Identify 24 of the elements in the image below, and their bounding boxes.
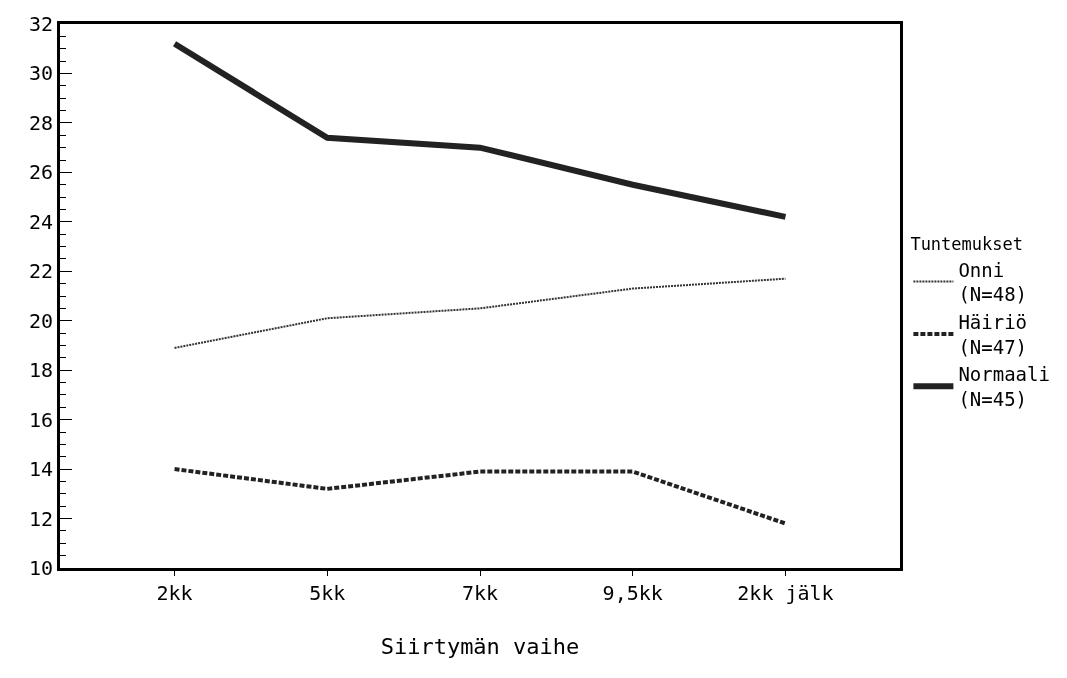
y-tick-label: 24 xyxy=(28,209,53,234)
y-tick-label: 30 xyxy=(28,61,53,86)
legend-label: Normaali (N=45) xyxy=(958,363,1050,411)
y-tick-label: 32 xyxy=(28,12,53,36)
y-tick-label: 20 xyxy=(28,308,53,333)
x-tick-label: 7kk xyxy=(461,581,499,605)
y-tick-label: 18 xyxy=(28,358,53,383)
x-tick-label: 2kk xyxy=(156,581,193,605)
y-tick-label: 22 xyxy=(28,259,53,284)
x-tick-label: 2kk jälk xyxy=(737,581,834,605)
legend-label: Onni (N=48) xyxy=(958,258,1028,306)
x-tick-label: 9,5kk xyxy=(602,581,663,605)
y-tick-label: 14 xyxy=(28,457,53,482)
line-series xyxy=(173,277,787,349)
y-tick-label: 16 xyxy=(28,407,53,432)
legend-title: Tuntemukset xyxy=(910,234,1023,255)
x-axis-title: Siirtymän vaihe xyxy=(380,633,580,659)
y-tick-label: 10 xyxy=(28,556,53,580)
legend-label: Häiriö (N=47) xyxy=(958,310,1028,358)
y-tick-label: 28 xyxy=(28,110,53,135)
line-series xyxy=(172,467,788,526)
y-tick-label: 26 xyxy=(28,160,53,185)
y-tick-label: 12 xyxy=(28,506,53,531)
x-tick-label: 5kk xyxy=(309,581,346,605)
